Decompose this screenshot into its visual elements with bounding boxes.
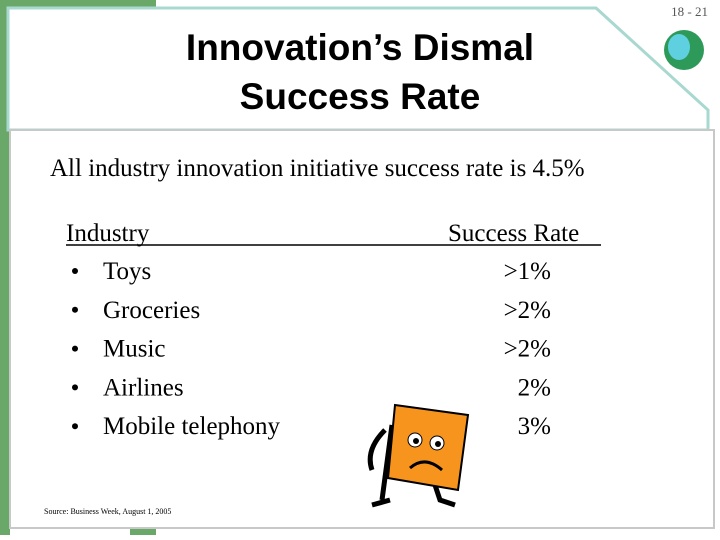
content-box: [9, 129, 715, 529]
bullet: [72, 306, 78, 313]
rate: 3%: [518, 413, 551, 440]
bullet: [72, 423, 78, 430]
rate: 2%: [518, 374, 551, 401]
logo-highlight: [668, 34, 690, 60]
subtitle: All industry innovation initiative succe…: [50, 155, 585, 182]
industry: Groceries: [103, 297, 200, 324]
rate: >2%: [504, 336, 551, 363]
header-rate: Success Rate: [448, 220, 579, 247]
industry: Airlines: [103, 374, 184, 401]
bullet: [72, 384, 78, 391]
title-line: Success Rate: [240, 76, 481, 117]
source: Source: Business Week, August 1, 2005: [44, 507, 171, 516]
cartoon: [367, 403, 470, 508]
industry: Mobile telephony: [103, 413, 281, 440]
title-line: Innovation’s Dismal: [186, 27, 534, 68]
industry: Toys: [103, 258, 151, 285]
header-industry: Industry: [66, 220, 150, 247]
bullet: [72, 268, 78, 274]
industry: Music: [103, 336, 166, 363]
green-strip: [0, 0, 10, 535]
page-number: 18 - 21: [671, 4, 708, 19]
rate: >1%: [504, 258, 551, 285]
bullet: [72, 345, 78, 352]
title-box: [6, 6, 710, 132]
rate: >2%: [504, 297, 551, 324]
